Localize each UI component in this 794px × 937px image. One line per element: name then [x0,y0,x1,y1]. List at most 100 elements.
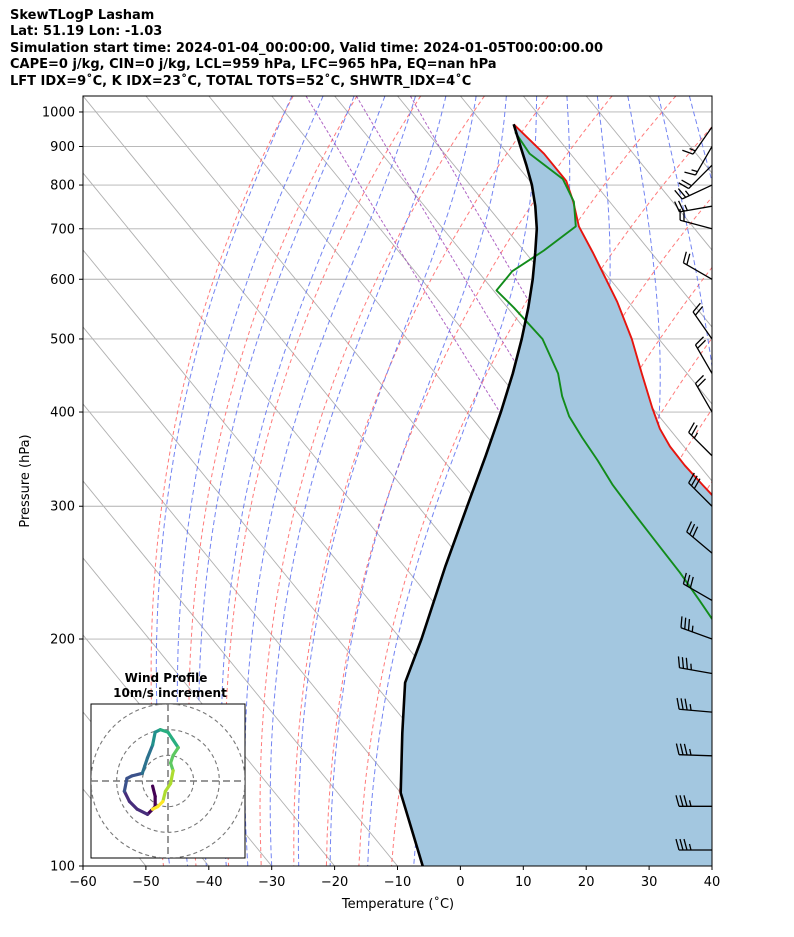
wind-barb-flag [686,521,693,533]
wind-barb [679,208,713,230]
wind-barb-flag [697,378,706,388]
hodograph-subtitle: 10m/s increment [113,686,227,700]
dewpoint-profile [495,131,712,621]
hodograph-trace-segment [122,789,132,804]
hodograph-title: Wind Profile [125,671,208,685]
wind-barb-staff [688,431,713,457]
parcel-profile [399,123,539,866]
hodograph-trace-segment [145,743,155,760]
wind-barb-flag [682,572,687,585]
moist-adiabat [244,96,416,866]
x-tick-label: −50 [132,875,159,890]
wind-barb-flag [674,189,683,200]
dry-adiabat [717,96,794,866]
dry-adiabat [783,96,794,866]
wind-barb [678,164,713,190]
wind-barb-flag [690,425,698,436]
y-tick-label: 500 [50,332,75,347]
chart-axes: −60 −50 −40 −30 −20 −10 0 10 20 30 40 100 200 300 400 5… [42,105,720,890]
wind-barb-staff [679,205,713,213]
hodograph-trace-segment [151,784,157,799]
dry-adiabat [358,96,677,866]
dry-adiabat [293,96,549,866]
hodograph-trace-segment [151,730,157,747]
profile-lines [399,123,712,866]
wind-barb-flag [689,576,694,589]
hodograph-trace-segment [135,807,150,816]
wind-barb-flag [692,302,701,313]
x-tick-label: 40 [704,875,721,890]
isotherm-line [83,865,84,866]
isotherm-line [522,96,712,328]
moist-adiabat [155,96,293,866]
dry-adiabat [259,96,485,866]
wind-barb-flag [692,526,699,538]
wind-barb-flag [682,149,694,155]
wind-barb [694,336,713,374]
wind-barb-staff [679,667,713,675]
hodograph-trace-segment [168,769,175,786]
wind-barb-staff [683,262,713,280]
wind-barb-flag [677,656,681,668]
wind-barb-flag [688,422,695,433]
mixing-ratio-line [305,96,501,413]
mixing-ratio-line [355,96,546,413]
hodograph-trace-segment [127,799,139,811]
wind-barb-staff [692,126,713,155]
wind-barb [677,656,713,675]
wind-barb-flag [683,743,688,756]
x-tick-label: −40 [195,875,222,890]
y-axis-label: Pressure (hPa) [18,434,33,527]
wind-barb-half-flag [693,432,699,439]
wind-barb [694,374,713,413]
wind-barb [675,743,713,757]
wind-barb [674,200,713,213]
x-axis-label: Temperature (˚C) [341,896,454,912]
wind-barb [692,302,713,340]
wind-barb-flag [678,182,689,190]
x-tick-label: −20 [321,875,348,890]
wind-barb-flag [675,838,680,851]
wind-barb-staff [694,383,713,413]
wind-barb [674,184,713,200]
wind-barb [688,422,713,457]
wind-barb-flag [693,478,701,489]
x-tick-label: 10 [515,875,532,890]
stability-indices: LFT IDX=9˚C, K IDX=23˚C, TOTAL TOTS=52˚C… [10,73,472,89]
wind-barb-flag [682,251,687,263]
wind-barb [675,838,712,851]
wind-barb-staff [678,754,713,757]
wind-barb-flag [681,657,685,669]
wind-barb-half-flag [684,204,688,211]
wind-barb-staff [679,708,713,713]
wind-barb-flag [680,698,684,710]
wind-barb-flag [685,657,689,670]
wind-barb [675,795,712,807]
wind-barb-flag [695,336,704,346]
wind-barb [682,126,713,155]
wind-barb-staff [692,311,713,340]
moist-adiabat [176,96,324,866]
wind-barb-flag [680,616,683,628]
wind-barb [688,472,713,507]
x-tick-label: 20 [578,875,595,890]
wind-barb-staff [688,482,713,507]
wind-barb-half-flag [689,748,692,756]
dry-adiabat [224,96,422,866]
y-tick-label: 400 [50,406,75,421]
wind-barb-flag [687,619,691,631]
moist-adiabat [329,96,507,866]
wind-barb [676,697,713,713]
hodograph-inset: Wind Profile 10m/s increment [90,671,246,859]
simulation-times: Simulation start time: 2024-01-04_00:00:… [10,40,603,56]
wind-barb-half-flag [691,625,694,632]
moist-adiabat [644,96,712,866]
wind-barb-flag [686,574,691,587]
y-tick-label: 900 [50,140,75,155]
convective-parameters: CAPE=0 j/kg, CIN=0 j/kg, LCL=959 hPa, LF… [10,57,497,73]
wind-barb-flag [688,472,695,484]
hodograph-trace-segment [161,789,168,804]
x-tick-label: 0 [456,875,464,890]
y-tick-label: 1000 [42,105,75,120]
